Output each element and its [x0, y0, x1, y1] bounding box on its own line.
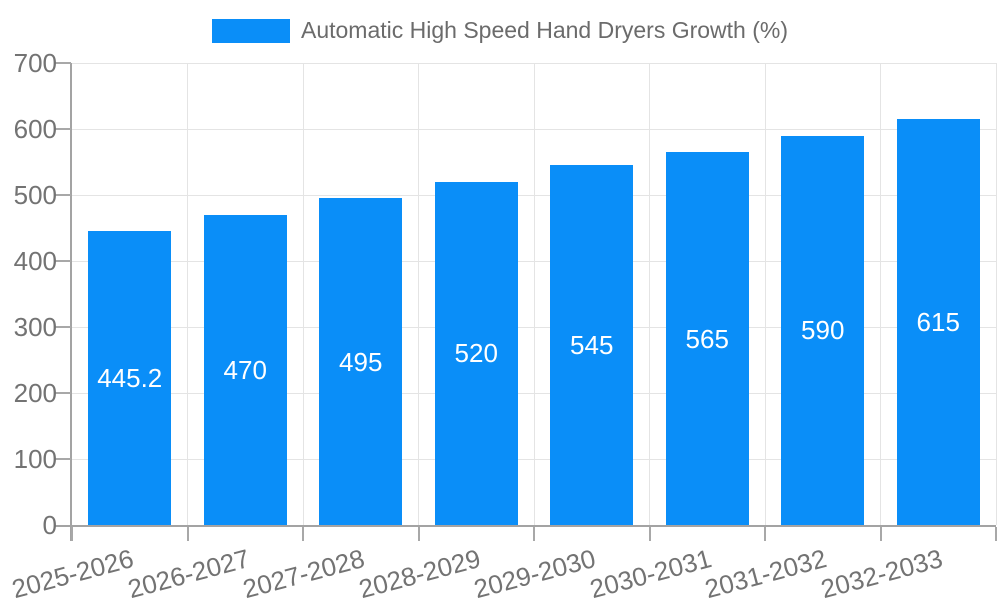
- x-axis-tick-label: 2031-2032: [702, 543, 830, 600]
- y-axis-tick: [54, 194, 71, 196]
- bar[interactable]: [781, 135, 865, 525]
- legend-swatch-icon: [211, 18, 290, 43]
- y-axis-tick: [54, 326, 71, 328]
- y-axis-tick: [54, 62, 71, 64]
- y-axis-tick: [54, 458, 71, 460]
- legend-label: Automatic High Speed Hand Dryers Growth …: [300, 17, 789, 43]
- x-axis-tick-label: 2032-2033: [817, 543, 946, 600]
- bar[interactable]: [896, 119, 980, 525]
- y-axis-tick-label: 600: [13, 114, 57, 144]
- gridline-vertical: [995, 63, 997, 525]
- x-axis-line: [54, 525, 996, 527]
- x-axis-tick: [417, 527, 420, 541]
- x-axis-tick: [764, 527, 766, 541]
- y-axis-tick: [54, 392, 71, 394]
- x-axis-tick-label: 2025-2026: [9, 543, 137, 600]
- x-axis-tick-label: 2028-2029: [355, 543, 484, 600]
- y-axis-tick-label: 200: [13, 378, 57, 408]
- gridline-vertical: [418, 63, 419, 525]
- bar[interactable]: [434, 181, 518, 525]
- gridline-vertical: [187, 63, 188, 525]
- y-axis-tick-label: 0: [42, 510, 57, 540]
- y-axis-tick-label: 500: [13, 180, 57, 210]
- x-axis-tick-label: 2030-2031: [586, 543, 715, 600]
- y-axis-tick: [54, 128, 71, 130]
- y-axis-tick: [54, 260, 71, 262]
- y-axis-tick-label: 400: [13, 246, 57, 276]
- x-axis-tick: [533, 527, 535, 541]
- y-axis-tick-label: 700: [13, 48, 57, 78]
- gridline-vertical: [533, 63, 535, 525]
- x-axis-tick-label: 2029-2030: [471, 543, 599, 600]
- plot-area: 445.2 470 495 520 545 565 590 615: [72, 62, 997, 525]
- gridline-vertical: [764, 63, 766, 525]
- bar[interactable]: [550, 165, 634, 525]
- gridline-vertical: [880, 63, 881, 525]
- x-axis-tick: [648, 527, 651, 541]
- chart-legend[interactable]: Automatic High Speed Hand Dryers Growth …: [0, 17, 1000, 44]
- y-axis-tick-label: 300: [13, 312, 57, 342]
- bar[interactable]: [665, 152, 749, 525]
- bar[interactable]: [203, 214, 287, 525]
- x-axis-tick: [302, 527, 304, 541]
- x-axis-tick: [879, 527, 882, 541]
- gridline-vertical: [649, 63, 650, 525]
- bar[interactable]: [319, 198, 403, 525]
- y-axis-tick-label: 100: [13, 444, 57, 474]
- bar[interactable]: [88, 231, 172, 525]
- y-axis-line: [70, 63, 72, 541]
- x-axis-tick: [71, 527, 73, 541]
- x-axis-tick-label: 2026-2027: [124, 543, 253, 600]
- gridline-vertical: [302, 63, 304, 525]
- x-axis-tick: [995, 527, 997, 541]
- x-axis-tick-label: 2027-2028: [240, 543, 368, 600]
- x-axis-tick: [186, 527, 189, 541]
